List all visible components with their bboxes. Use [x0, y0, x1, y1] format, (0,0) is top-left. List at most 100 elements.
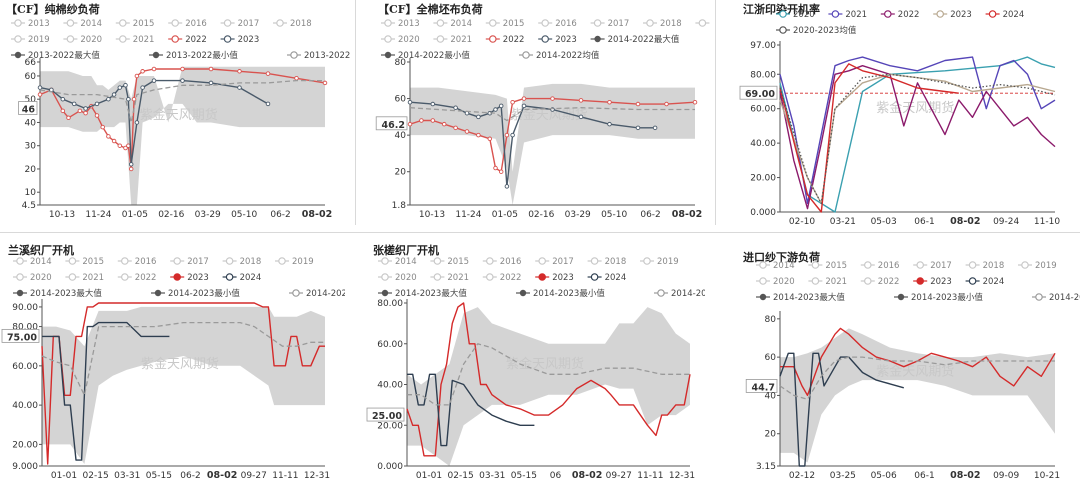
legend-label: 2023: [552, 273, 574, 283]
series-point: [140, 85, 145, 90]
x-tick-label: 02-15: [83, 471, 109, 481]
legend-item: 2024: [222, 273, 261, 283]
legend-item: 2022: [117, 273, 156, 283]
legend-item: 2016: [482, 257, 522, 267]
legend-item: 2017: [170, 257, 209, 267]
legend-swatch-marker: [916, 277, 925, 285]
legend-item: 2021: [430, 273, 469, 283]
series-point: [151, 66, 157, 72]
watermark: 紫金天风期货: [140, 107, 218, 123]
legend-item: 2014-2022最小值: [381, 50, 470, 61]
legend-label: 2016: [500, 257, 522, 267]
legend-swatch-marker: [489, 19, 497, 27]
legend-item: 2020: [63, 35, 102, 45]
legend-item: 2014-2023均值: [654, 288, 735, 299]
y-tick-label: 40: [765, 391, 777, 401]
series-point: [493, 107, 498, 112]
range-band: [780, 328, 1055, 463]
legend-item: 2018: [222, 257, 261, 267]
legend-item: 2018: [273, 19, 312, 29]
legend-item: 2014: [378, 257, 417, 267]
legend-item: 2020-2023均值: [776, 25, 857, 36]
legend-item: 2024: [587, 273, 626, 283]
series-point: [521, 96, 527, 101]
series-point: [131, 96, 137, 102]
legend-swatch-marker: [489, 35, 497, 43]
legend-item: 2017: [220, 19, 260, 29]
y-tick-label: 40.00: [377, 381, 403, 391]
series-point: [37, 92, 43, 97]
legend-label: 2017: [238, 19, 260, 29]
legend-label: 2019: [657, 257, 679, 267]
legend-item: 2014-2023最小值: [151, 288, 240, 299]
legend-label: 2014-2023最大值: [30, 288, 102, 299]
legend-label: 2013-2022最大值: [28, 50, 100, 61]
legend-item: 2016: [860, 261, 899, 271]
legend-item: 2018: [965, 261, 1004, 271]
y-tick-label: 20.00: [750, 174, 776, 184]
series-line: [779, 356, 1055, 400]
series-point: [294, 76, 299, 81]
legend-label: 2018: [605, 257, 627, 267]
y-tick-label-highlight: 46.2: [382, 120, 405, 131]
x-tick-label: 09-24: [993, 217, 1019, 225]
series-line: [779, 352, 904, 467]
legend-label: 2023: [238, 35, 260, 45]
series-point: [208, 66, 214, 72]
series-point: [607, 121, 612, 127]
watermark: 紫金天风期货: [876, 100, 954, 116]
y-highlight-box: [375, 116, 408, 131]
x-tick-label: 05-03: [871, 217, 897, 225]
legend-label: 2014-2023最小值: [911, 292, 983, 303]
y-tick-label-highlight: 46: [22, 105, 36, 116]
y-highlight-box: [18, 101, 38, 115]
series-point: [128, 162, 134, 167]
x-tick-label: 05-10: [231, 210, 257, 220]
chart-panel-imported: 进口纱下游负荷 2014 2015 2016 2017 2018 2019 2020 2021 2…: [735, 240, 1080, 489]
legend-label: 2014: [395, 257, 417, 267]
legend-swatch-marker: [968, 277, 977, 285]
x-tick-label: 02-16: [528, 210, 554, 220]
legend-label: 2014-2023最大值: [395, 288, 467, 299]
series-point: [265, 71, 271, 76]
legend-swatch-marker: [436, 19, 445, 27]
legend-swatch-marker: [759, 277, 767, 285]
legend-swatch-marker: [538, 273, 547, 281]
legend-label: 2019: [292, 257, 314, 267]
legend-swatch-marker: [884, 10, 892, 18]
legend-label: 2020: [80, 35, 102, 45]
legend-item: 2020: [378, 273, 417, 283]
y-tick-label: 50: [25, 95, 37, 105]
x-tick-label: 05-06: [871, 471, 897, 481]
chart-title: 进口纱下游负荷: [743, 250, 820, 264]
series-point: [578, 98, 584, 103]
x-tick-label: 09-27: [606, 471, 632, 481]
x-tick-label: 08-02: [207, 470, 237, 481]
x-tick-label: 11-11: [272, 471, 298, 481]
x-tick-label: 03-29: [565, 210, 591, 220]
series-point: [237, 85, 242, 90]
legend-label: 2013: [398, 19, 420, 29]
legend-item: 2020: [381, 35, 420, 45]
y-tick-label: 20: [25, 165, 37, 175]
series-point: [94, 101, 100, 107]
x-tick-label: 09-09: [993, 471, 1019, 481]
legend-swatch-marker: [119, 19, 127, 27]
x-tick-label: 03-29: [195, 210, 221, 220]
legend-swatch-marker: [223, 35, 232, 43]
legend-swatch-marker: [14, 51, 22, 59]
y-tick-label: 1.8: [392, 201, 407, 211]
legend-swatch-marker: [779, 10, 787, 18]
series-point: [237, 69, 242, 74]
range-band: [407, 307, 690, 466]
series-point: [510, 132, 515, 138]
legend-item: 2022: [860, 277, 899, 287]
x-tick-label: 11-10: [1034, 217, 1060, 225]
series-point: [60, 96, 66, 102]
legend-swatch-marker: [759, 261, 767, 269]
legend-swatch-marker: [154, 289, 162, 297]
y-tick-label: 60: [25, 72, 37, 82]
legend-swatch-marker: [381, 273, 389, 281]
legend-label: 2014-2023最小值: [168, 288, 240, 299]
